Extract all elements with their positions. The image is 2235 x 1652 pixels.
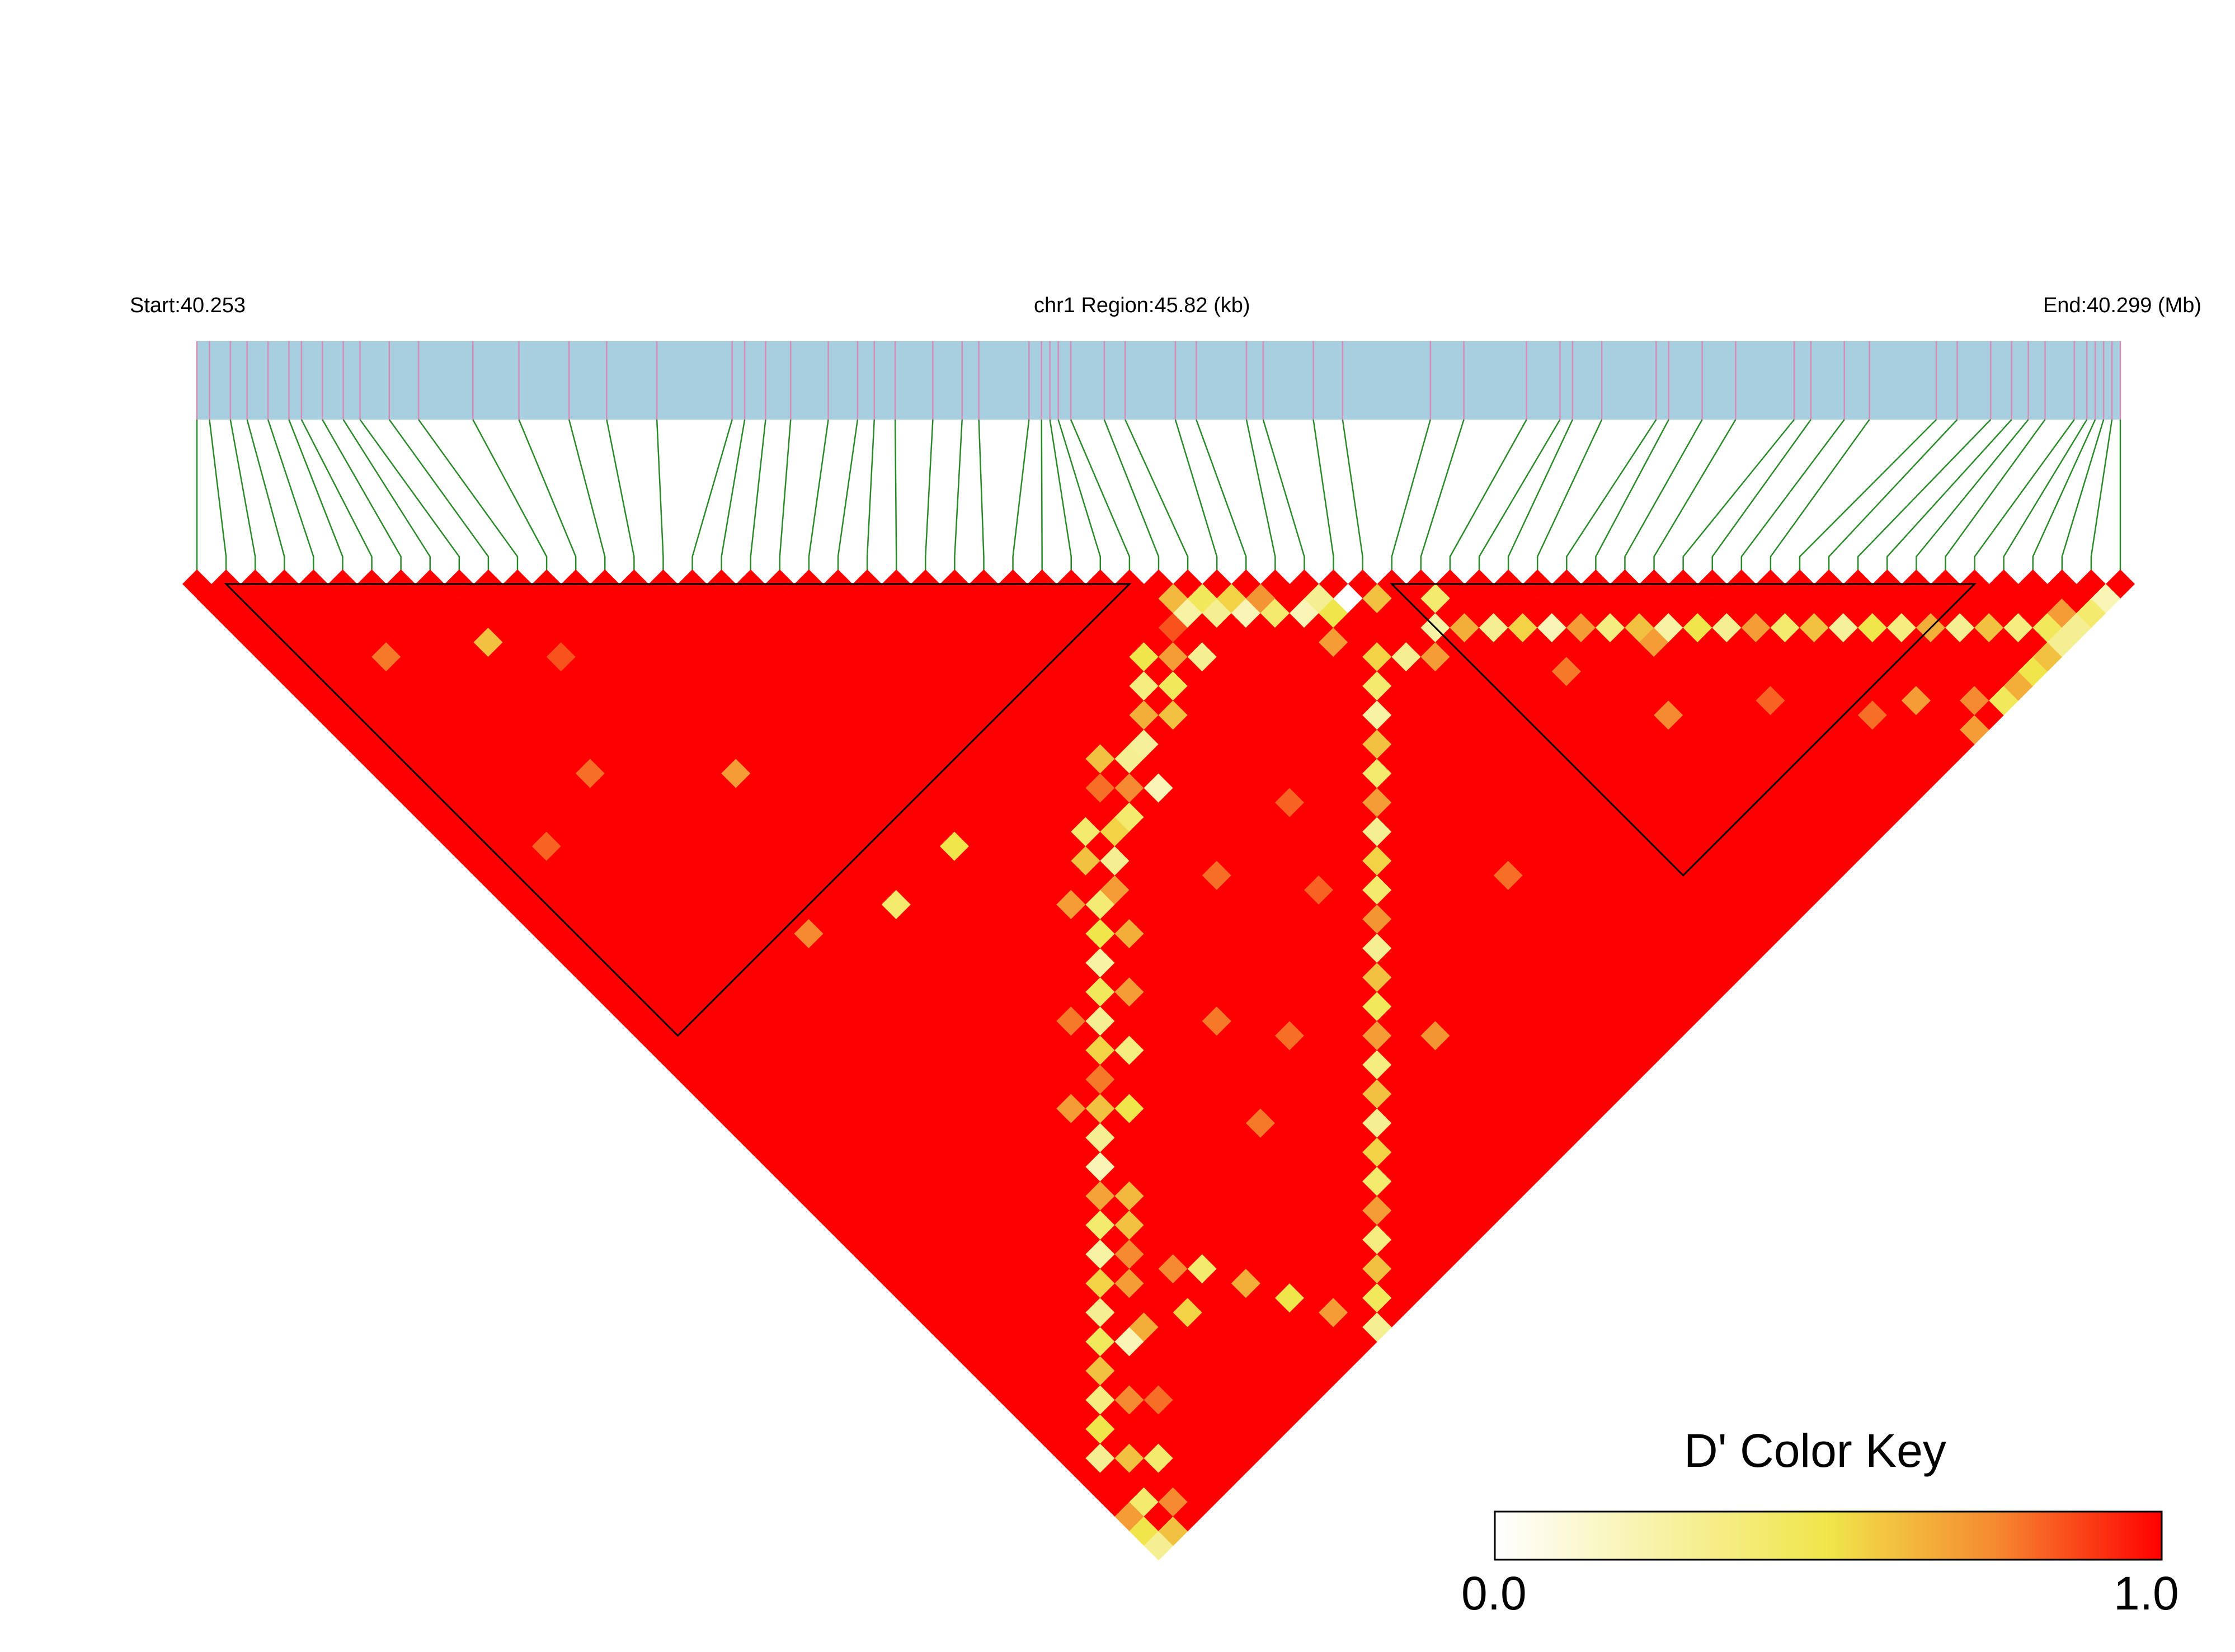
- ld-block-outline: [1390, 583, 1977, 877]
- snp-connector: [229, 419, 256, 581]
- snp-connector: [954, 419, 963, 581]
- snp-connector: [894, 419, 897, 581]
- snp-connector: [1595, 419, 1669, 581]
- snp-connector: [1857, 419, 1992, 581]
- ld-block-outlines: [224, 583, 1977, 1037]
- snp-connector: [1711, 419, 1811, 581]
- snp-connector: [1624, 419, 1703, 581]
- ld-cells: [182, 569, 2135, 1561]
- snp-connector: [978, 419, 985, 581]
- snp-connector: [1342, 419, 1363, 581]
- snp-connector: [1507, 419, 1574, 581]
- snp-connector: [1012, 419, 1030, 581]
- snp-connector: [1886, 419, 2012, 581]
- snp-connector: [1566, 419, 1657, 581]
- snp-connector: [1196, 419, 1247, 581]
- snp-connector: [1916, 419, 2029, 581]
- region-bar: [197, 341, 2120, 420]
- snp-connector: [1420, 419, 1465, 581]
- snp-connector: [342, 419, 431, 581]
- snp-connector: [359, 419, 460, 581]
- snp-connector: [779, 419, 792, 581]
- snp-connectors: [196, 419, 2121, 581]
- snp-connector: [418, 419, 519, 581]
- snp-connector: [1653, 419, 1737, 581]
- snp-connector: [750, 419, 766, 581]
- snp-connector: [472, 419, 548, 581]
- snp-connector: [1312, 419, 1334, 581]
- snp-connector: [568, 419, 606, 581]
- snp-connector: [1391, 419, 1432, 581]
- snp-connector: [1124, 419, 1189, 581]
- snp-connector: [1945, 419, 2046, 581]
- snp-connector: [1536, 419, 1603, 581]
- snp-connector: [837, 419, 859, 581]
- ld-block-outline: [224, 583, 1132, 1037]
- snp-connector: [1103, 419, 1160, 581]
- color-key-title: D' Color Key: [1684, 1424, 1946, 1477]
- snp-ticks: [196, 341, 2121, 420]
- snp-connector: [2061, 419, 2105, 581]
- snp-connector: [246, 419, 285, 581]
- snp-connector: [2032, 419, 2096, 581]
- snp-connector: [606, 419, 635, 581]
- color-key-bar: [1494, 1510, 2163, 1561]
- region-title: chr1 Region:45.82 (kb): [1034, 294, 1250, 317]
- color-key-min-label: 0.0: [1461, 1567, 1527, 1620]
- snp-connector: [1449, 419, 1527, 581]
- snp-connector: [1682, 419, 1795, 581]
- color-key-max-label: 1.0: [2114, 1567, 2179, 1620]
- region-end-label: End:40.299 (Mb): [2043, 294, 2201, 317]
- ld-cell: [2091, 583, 2121, 614]
- snp-connector: [1057, 419, 1102, 581]
- snp-connector: [866, 419, 876, 581]
- snp-connector: [1049, 419, 1072, 581]
- snp-connector: [209, 419, 227, 581]
- snp-connector: [267, 419, 314, 581]
- snp-connector: [388, 419, 490, 581]
- snp-connector: [322, 419, 402, 581]
- snp-connector: [1262, 419, 1305, 581]
- region-start-label: Start:40.253: [130, 294, 246, 317]
- snp-connector: [1770, 419, 1870, 581]
- snp-connector: [691, 419, 733, 581]
- snp-connector: [808, 419, 829, 581]
- snp-connector: [1478, 419, 1561, 581]
- snp-connector: [925, 419, 934, 581]
- snp-connector: [656, 419, 664, 581]
- snp-connector: [288, 419, 344, 581]
- snp-connector: [1174, 419, 1218, 581]
- snp-connector: [2090, 419, 2113, 581]
